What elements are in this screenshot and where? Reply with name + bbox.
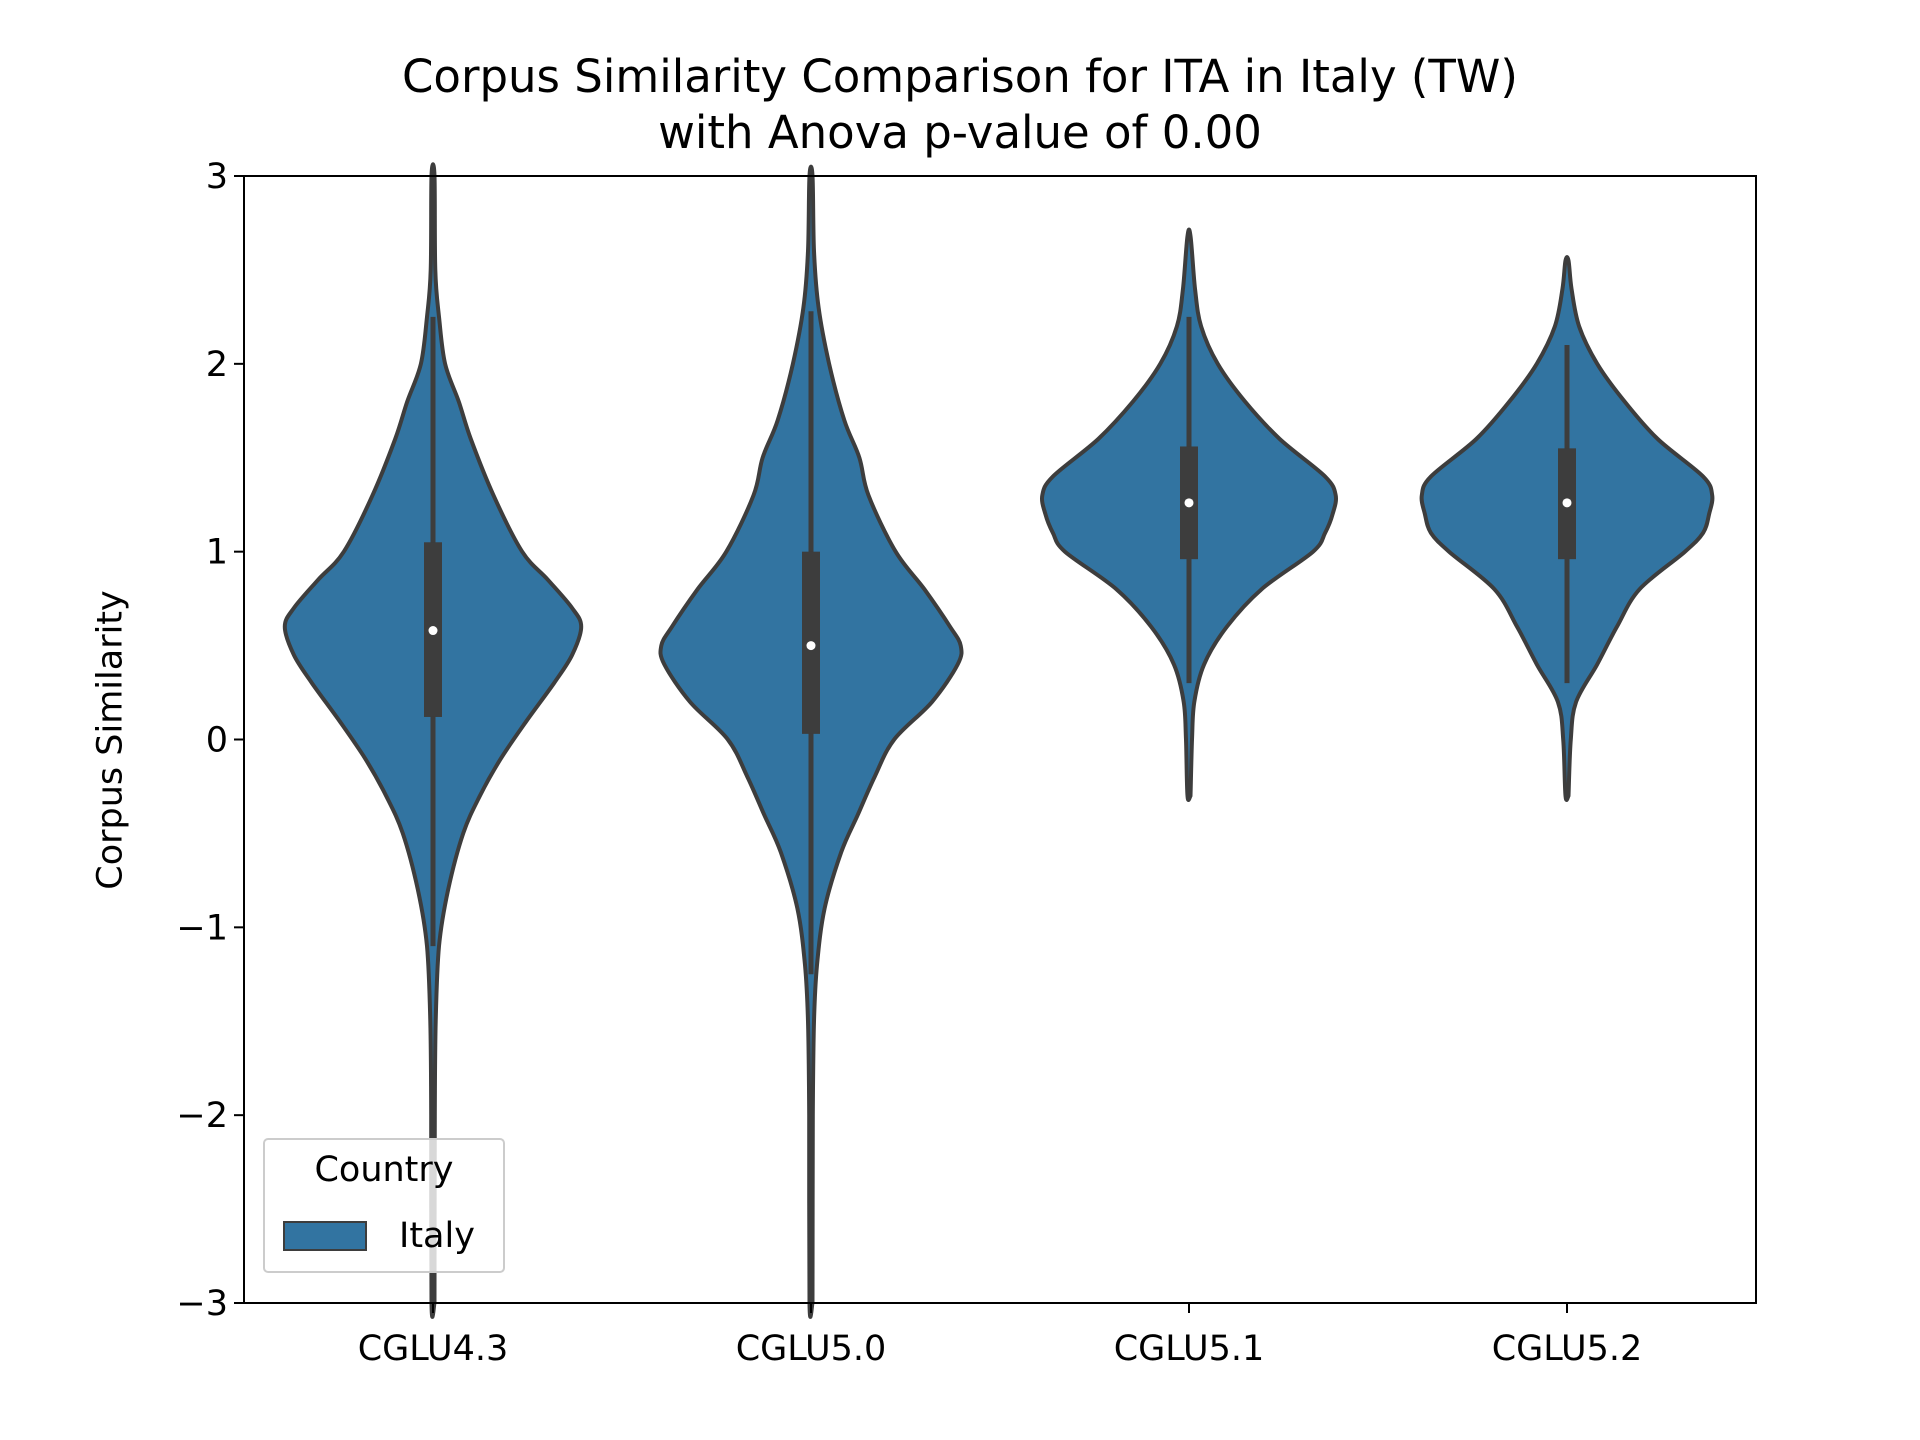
median-dot-cglu5-1	[1184, 498, 1194, 508]
y-tick-label-1: −2	[176, 1096, 228, 1136]
x-tick-label-0: CGLU4.3	[358, 1329, 509, 1369]
y-tick-label-6: 3	[206, 157, 228, 197]
legend-title: Country	[314, 1150, 454, 1190]
x-tick-label-2: CGLU5.1	[1114, 1329, 1265, 1369]
x-tick-label-1: CGLU5.0	[736, 1329, 887, 1369]
chart-title-line-2: with Anova p-value of 0.00	[658, 106, 1262, 159]
legend-label-italy: Italy	[399, 1216, 475, 1256]
y-axis-label: Corpus Similarity	[90, 589, 131, 890]
x-tick-label-3: CGLU5.2	[1492, 1329, 1643, 1369]
legend-swatch-italy	[283, 1221, 367, 1251]
median-dot-cglu4-3	[428, 626, 438, 636]
y-tick-label-3: 0	[206, 721, 228, 761]
legend: Country Italy	[263, 1138, 505, 1273]
chart-title-line-1: Corpus Similarity Comparison for ITA in …	[402, 50, 1518, 103]
y-tick-label-0: −3	[176, 1284, 228, 1324]
median-dot-cglu5-0	[806, 641, 816, 651]
y-tick-label-5: 2	[206, 345, 228, 385]
median-dot-cglu5-2	[1562, 498, 1572, 508]
y-tick-label-4: 1	[206, 533, 228, 573]
y-tick-label-2: −1	[176, 908, 228, 948]
